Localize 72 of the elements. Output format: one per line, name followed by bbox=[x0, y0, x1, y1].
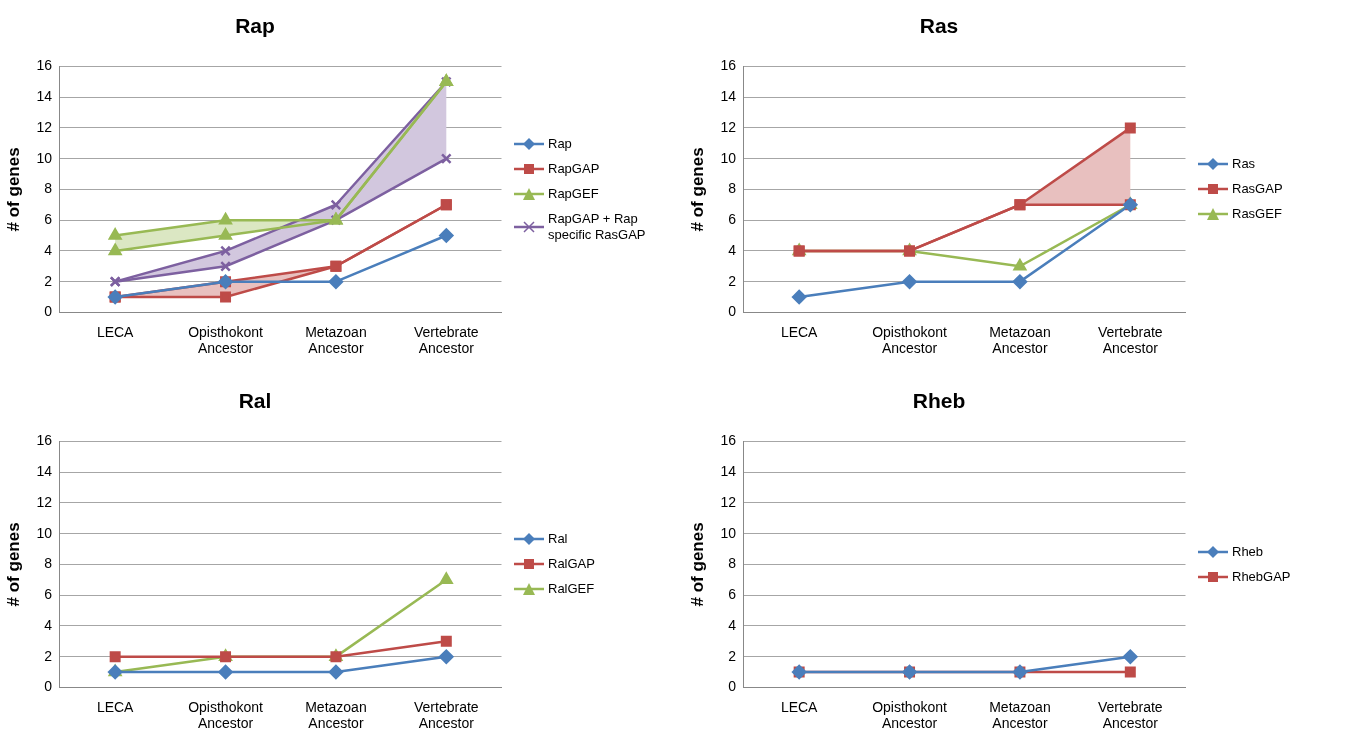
y-tick-label: 6 bbox=[44, 586, 53, 603]
x-tick-label: Vertebrate Ancestor bbox=[1098, 323, 1163, 357]
y-tick-label: 12 bbox=[36, 493, 53, 510]
y-tick-label: 16 bbox=[36, 432, 53, 449]
legend-label: RapGAP bbox=[548, 160, 601, 177]
y-tick-label: 10 bbox=[36, 149, 53, 166]
legend-label: RalGEF bbox=[548, 581, 596, 598]
x-tick-label: Metazoan Ancestor bbox=[989, 323, 1051, 357]
x-tick-label: LECA bbox=[780, 698, 819, 715]
y-tick-label: 4 bbox=[44, 241, 53, 258]
y-tick-label: 8 bbox=[44, 555, 53, 572]
chart-title: Rheb bbox=[911, 389, 967, 413]
y-tick-label: 12 bbox=[720, 118, 737, 135]
y-tick-label: 10 bbox=[720, 149, 737, 166]
legend-label: RalGAP bbox=[548, 556, 596, 573]
x-tick-label: LECA bbox=[96, 698, 135, 715]
legend-label: Rheb bbox=[1232, 543, 1265, 560]
chart-title: Ras bbox=[918, 14, 960, 38]
y-axis-title: # of genes bbox=[3, 522, 23, 607]
x-tick-label: Metazoan Ancestor bbox=[305, 698, 367, 732]
x-tick-label: Vertebrate Ancestor bbox=[414, 323, 479, 357]
legend-label: RhebGAP bbox=[1232, 568, 1292, 585]
y-tick-label: 12 bbox=[720, 493, 737, 510]
y-tick-label: 0 bbox=[44, 303, 53, 320]
legend-label: RapGEF bbox=[548, 185, 600, 202]
x-tick-label: LECA bbox=[780, 323, 819, 340]
y-tick-label: 2 bbox=[44, 647, 53, 664]
x-tick-label: Vertebrate Ancestor bbox=[1098, 698, 1163, 732]
y-axis-title: # of genes bbox=[687, 522, 707, 607]
x-tick-label: Opisthokont Ancestor bbox=[188, 323, 264, 357]
y-tick-label: 4 bbox=[44, 616, 53, 633]
legend-label: RapGAP + Rap specific RasGAP bbox=[548, 210, 647, 243]
y-tick-label: 14 bbox=[36, 463, 53, 480]
y-tick-label: 0 bbox=[44, 678, 53, 695]
y-tick-label: 14 bbox=[720, 88, 737, 105]
chart-title: Ral bbox=[237, 389, 273, 413]
chart-title: Rap bbox=[234, 14, 276, 38]
legend-label: Ras bbox=[1232, 156, 1257, 173]
x-tick-label: Opisthokont Ancestor bbox=[188, 698, 264, 732]
x-tick-label: Opisthokont Ancestor bbox=[872, 698, 948, 732]
x-tick-label: Vertebrate Ancestor bbox=[414, 698, 479, 732]
y-tick-label: 14 bbox=[720, 463, 737, 480]
y-tick-label: 8 bbox=[728, 180, 737, 197]
y-tick-label: 14 bbox=[36, 88, 53, 105]
y-tick-label: 2 bbox=[44, 272, 53, 289]
y-tick-label: 2 bbox=[728, 647, 737, 664]
x-tick-label: Metazoan Ancestor bbox=[989, 698, 1051, 732]
y-tick-label: 12 bbox=[36, 118, 53, 135]
y-tick-label: 16 bbox=[720, 57, 737, 74]
y-axis-title: # of genes bbox=[687, 147, 707, 232]
y-tick-label: 10 bbox=[36, 524, 53, 541]
y-tick-label: 6 bbox=[728, 211, 737, 228]
x-tick-label: Metazoan Ancestor bbox=[305, 323, 367, 357]
x-tick-label: Opisthokont Ancestor bbox=[872, 323, 948, 357]
y-axis-title: # of genes bbox=[3, 147, 23, 232]
legend-label: RasGEF bbox=[1232, 206, 1283, 223]
y-tick-label: 10 bbox=[720, 524, 737, 541]
y-tick-label: 4 bbox=[728, 616, 737, 633]
y-tick-label: 8 bbox=[728, 555, 737, 572]
y-tick-label: 0 bbox=[728, 678, 737, 695]
y-tick-label: 16 bbox=[36, 57, 53, 74]
y-tick-label: 6 bbox=[44, 211, 53, 228]
y-tick-label: 6 bbox=[728, 586, 737, 603]
y-tick-label: 16 bbox=[720, 432, 737, 449]
legend-label: Ral bbox=[548, 531, 569, 548]
y-tick-label: 8 bbox=[44, 180, 53, 197]
y-tick-label: 0 bbox=[728, 303, 737, 320]
legend-label: Rap bbox=[548, 135, 573, 152]
y-tick-label: 4 bbox=[728, 241, 737, 258]
x-tick-label: LECA bbox=[96, 323, 135, 340]
legend-label: RasGAP bbox=[1232, 181, 1284, 198]
y-tick-label: 2 bbox=[728, 272, 737, 289]
